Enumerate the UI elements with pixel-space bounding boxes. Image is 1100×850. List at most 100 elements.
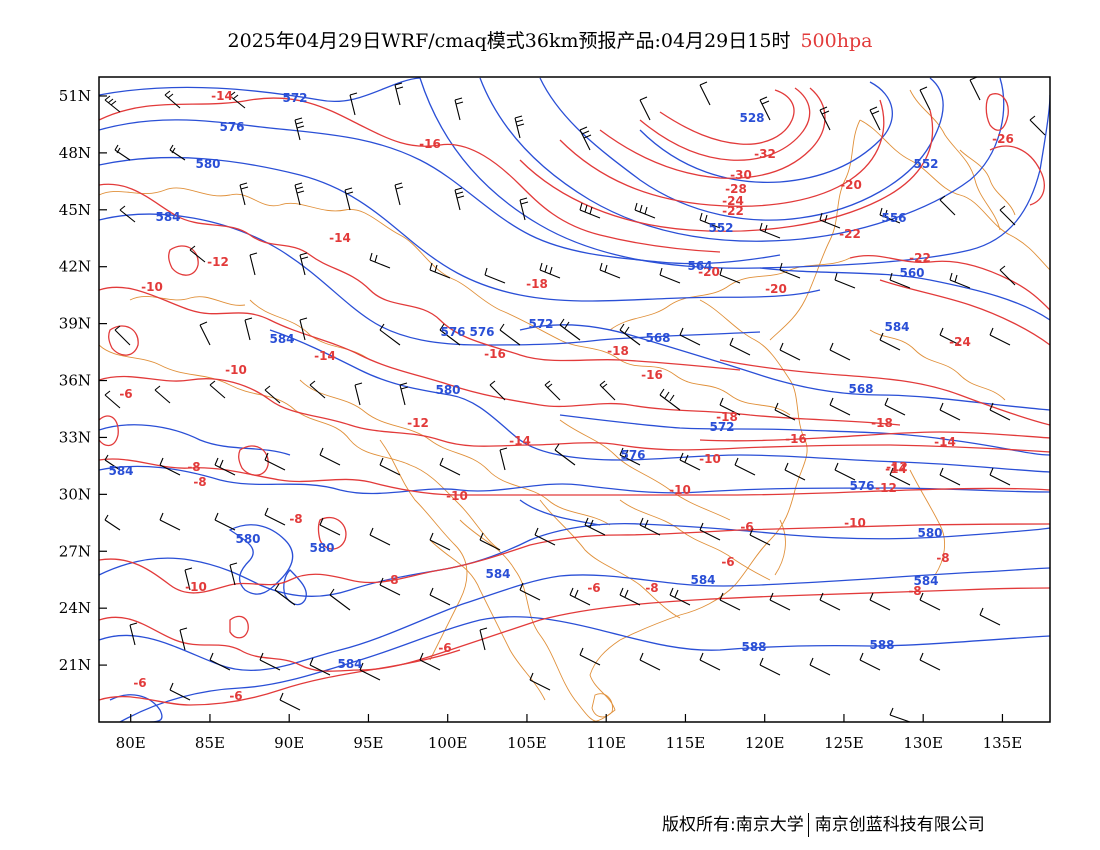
height-contour-label: 568: [848, 382, 873, 396]
height-contour-label: 580: [195, 157, 220, 171]
height-contour-label: 584: [485, 567, 510, 581]
credit-left: 版权所有:南京大学: [662, 815, 804, 835]
temperature-contour-label: -18: [607, 344, 629, 358]
temperature-contour-label: -8: [908, 584, 921, 598]
pressure-level: 500hpa: [800, 30, 873, 52]
height-contour-label: 580: [917, 526, 942, 540]
height-contour-label: 580: [235, 532, 260, 546]
height-contour-label: 576: [620, 448, 645, 462]
height-contours: [99, 77, 1050, 722]
temperature-contour-label: -8: [645, 581, 658, 595]
credit-separator: [807, 813, 809, 837]
temperature-contour-label: -6: [587, 581, 600, 595]
lat-tick-label: 24N: [59, 599, 91, 617]
lon-tick-label: 85E: [195, 734, 225, 752]
height-contour-label: 552: [913, 157, 938, 171]
lat-tick-label: 27N: [59, 542, 91, 560]
height-contour-label: 588: [741, 640, 766, 654]
temperature-contour-label: -6: [721, 555, 734, 569]
temperature-contour-label: -14: [934, 435, 956, 449]
lat-tick-label: 39N: [59, 315, 91, 333]
lon-tick-label: 105E: [507, 734, 547, 752]
lon-tick-label: 120E: [745, 734, 785, 752]
temperature-contour-label: -6: [438, 641, 451, 655]
plot-frame: [98, 76, 1051, 723]
temperature-contour-label: -18: [716, 410, 738, 424]
lat-tick-label: 30N: [59, 485, 91, 503]
lon-tick-label: 90E: [274, 734, 304, 752]
temperature-contour-label: -8: [193, 475, 206, 489]
temperature-contour-label: -16: [484, 347, 506, 361]
temperature-contour-label: -24: [949, 335, 971, 349]
temperature-contour-label: -6: [229, 689, 242, 703]
height-contour-label: 564: [687, 259, 712, 273]
temperature-contour-label: -22: [909, 251, 931, 265]
temperature-contour-label: -16: [785, 432, 807, 446]
lon-tick-label: 135E: [983, 734, 1023, 752]
temperature-contour-label: -8: [187, 460, 200, 474]
temperature-contours: [99, 87, 1050, 706]
temperature-contour-label: -8: [289, 512, 302, 526]
height-contour-label: 584: [337, 657, 362, 671]
temperature-contour-label: -14: [329, 231, 351, 245]
temperature-contour-label: -12: [886, 460, 908, 474]
longitude-axis: 80E 85E 90E 95E 100E 105E 110E 115E 120E 125E 130E…: [116, 714, 1023, 752]
temperature-contour-label: -6: [119, 387, 132, 401]
title-text: 2025年04月29日WRF/cmaq模式36km预报产品:04月29日15时: [227, 30, 791, 52]
height-labels: 572 576 580 584 584 584 580 580 584 576 580 576 572 5…: [108, 91, 942, 671]
height-contour-label: 584: [913, 574, 938, 588]
lat-tick-label: 36N: [59, 372, 91, 390]
temperature-contour-label: -24: [722, 194, 744, 208]
temperature-contour-label: -10: [669, 483, 691, 497]
lat-tick-label: 48N: [59, 144, 91, 162]
credit-right: 南京创蓝科技有限公司: [814, 815, 985, 835]
temperature-contour-label: -6: [740, 520, 753, 534]
height-contour-label: 572: [282, 91, 307, 105]
lat-tick-label: 51N: [59, 87, 91, 105]
temperature-labels: -14-16-14-12-10-14-10-6-12-8-8-8-10-10-8…: [119, 89, 1014, 703]
height-contour-label: 556: [881, 211, 906, 225]
lon-tick-label: 80E: [116, 734, 146, 752]
temperature-contour-label: -12: [207, 255, 229, 269]
height-contour-label: 528: [739, 111, 764, 125]
temperature-contour-label: -22: [839, 227, 861, 241]
temperature-contour-label: -26: [992, 132, 1014, 146]
temperature-contour-label: -20: [765, 282, 787, 296]
copyright-credit: 版权所有:南京大学 南京创蓝科技有限公司: [662, 810, 985, 837]
height-contour-label: 560: [899, 266, 924, 280]
temperature-contour-label: -16: [419, 137, 441, 151]
height-contour-label: 584: [269, 332, 294, 346]
lat-tick-label: 45N: [59, 201, 91, 219]
height-contour-label: 576: [440, 325, 465, 339]
height-contour-label: 584: [884, 320, 909, 334]
temperature-contour-label: -10: [699, 452, 721, 466]
temperature-contour-label: -18: [871, 416, 893, 430]
temperature-contour-label: -28: [725, 182, 747, 196]
lat-tick-label: 21N: [59, 656, 91, 674]
height-contour-label: 580: [309, 541, 334, 555]
latitude-axis: 51N 48N 45N 42N 39N 36N 33N 30N 27N 24N 21N: [59, 87, 107, 674]
temperature-contour-label: -14: [885, 462, 907, 476]
lat-tick-label: 42N: [59, 258, 91, 276]
height-contour-label: 572: [528, 317, 553, 331]
lon-tick-label: 130E: [903, 734, 943, 752]
height-contour-label: 576: [849, 479, 874, 493]
temperature-contour-label: -16: [641, 368, 663, 382]
height-contour-label: 588: [869, 638, 894, 652]
lon-tick-label: 125E: [824, 734, 864, 752]
lon-tick-label: 110E: [586, 734, 626, 752]
temperature-contour-label: -6: [133, 676, 146, 690]
wind-barbs: [104, 77, 1046, 722]
lat-tick-label: 33N: [59, 428, 91, 446]
temperature-contour-label: -10: [185, 580, 207, 594]
temperature-contour-label: -14: [211, 89, 233, 103]
height-contour-label: 584: [690, 573, 715, 587]
temperature-contour-label: -8: [936, 551, 949, 565]
temperature-contour-label: -10: [446, 489, 468, 503]
temperature-contour-label: -14: [509, 434, 531, 448]
lon-tick-label: 100E: [428, 734, 468, 752]
temperature-contour-label: -20: [840, 178, 862, 192]
map-title: 2025年04月29日WRF/cmaq模式36km预报产品:04月29日15时 5…: [0, 26, 1100, 53]
temperature-contour-label: -10: [844, 516, 866, 530]
temperature-contour-label: -12: [407, 416, 429, 430]
